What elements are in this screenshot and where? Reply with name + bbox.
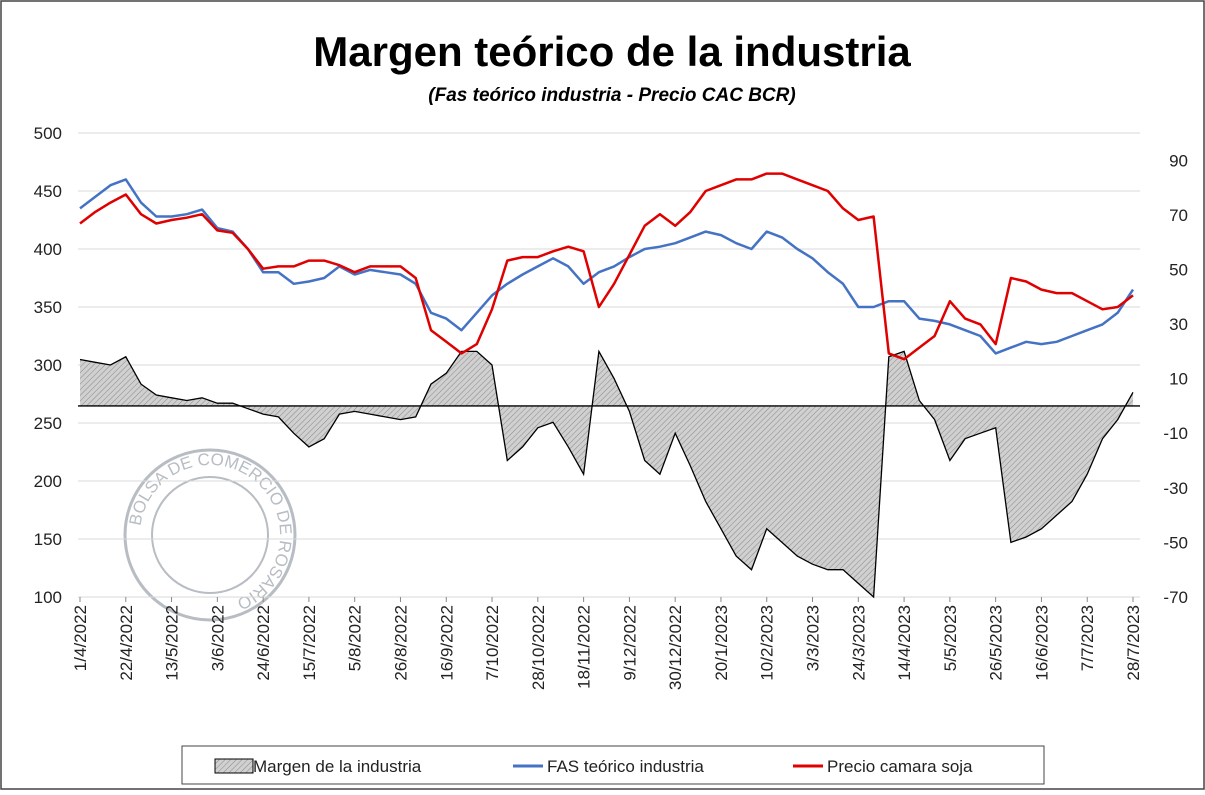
seal-ring (123, 448, 297, 622)
x-tick-label: 30/12/2022 (666, 605, 685, 690)
y2-tick-label: 30 (1169, 315, 1188, 334)
legend-frame (181, 745, 1045, 785)
y2-tick-label: -10 (1163, 424, 1188, 443)
x-tick-label: 26/5/2023 (987, 605, 1006, 681)
x-tick-label: 3/6/2022 (208, 605, 227, 671)
x-tick-label: 24/6/2022 (254, 605, 273, 681)
x-tick-label: 15/7/2022 (300, 605, 319, 681)
x-tick-label: 16/6/2023 (1032, 605, 1051, 681)
x-tick-label: 26/8/2022 (391, 605, 410, 681)
y-tick-label: 300 (34, 356, 62, 375)
y-tick-label: 400 (34, 240, 62, 259)
y-tick-label: 350 (34, 298, 62, 317)
y2-tick-label: 90 (1169, 151, 1188, 170)
x-tick-label: 7/10/2022 (483, 605, 502, 681)
x-tick-label: 24/3/2023 (849, 605, 868, 681)
y-tick-label: 200 (34, 472, 62, 491)
legend-swatch (214, 758, 254, 774)
seal-ring-inner (151, 476, 269, 594)
y-tick-label: 450 (34, 182, 62, 201)
chart-subtitle: (Fas teórico industria - Precio CAC BCR) (428, 85, 795, 106)
x-tick-label: 9/12/2022 (620, 605, 639, 681)
y-tick-label: 250 (34, 414, 62, 433)
x-tick-label: 3/3/2023 (804, 605, 823, 671)
x-tick-label: 14/4/2023 (895, 605, 914, 681)
x-tick-label: 7/7/2023 (1078, 605, 1097, 671)
y-tick-label: 150 (34, 530, 62, 549)
x-tick-label: 18/11/2022 (575, 605, 594, 689)
x-tick-label: 10/2/2023 (758, 605, 777, 681)
y2-tick-label: 10 (1169, 370, 1188, 389)
x-tick-label: 13/5/2022 (163, 605, 182, 681)
x-tick-label: 22/4/2022 (117, 605, 136, 681)
y2-tick-label: -70 (1163, 588, 1188, 607)
x-tick-label: 28/10/2022 (529, 605, 548, 690)
legend-label: Margen de la industria (253, 757, 422, 776)
x-tick-label: 1/4/2022 (71, 605, 90, 671)
y2-tick-label: 70 (1169, 206, 1188, 225)
y-tick-label: 100 (34, 588, 62, 607)
y2-tick-label: -50 (1163, 533, 1188, 552)
x-tick-label: 28/7/2023 (1124, 605, 1143, 681)
chart-title: Margen teórico de la industria (313, 28, 911, 75)
y2-tick-label: -30 (1163, 479, 1188, 498)
x-tick-label: 5/5/2023 (941, 605, 960, 671)
legend-label: Precio camara soja (827, 757, 973, 776)
series-line (79, 172, 1134, 361)
x-tick-label: 16/9/2022 (437, 605, 456, 681)
y2-tick-label: 50 (1169, 260, 1188, 279)
x-tick-label: 5/8/2022 (346, 605, 365, 671)
area-outline (79, 349, 1134, 599)
legend: Margen de la industria FAS teórico indust… (181, 745, 1045, 785)
legend-label: FAS teórico industria (547, 757, 704, 776)
x-tick-label: 20/1/2023 (712, 605, 731, 681)
y-tick-label: 500 (34, 124, 62, 143)
